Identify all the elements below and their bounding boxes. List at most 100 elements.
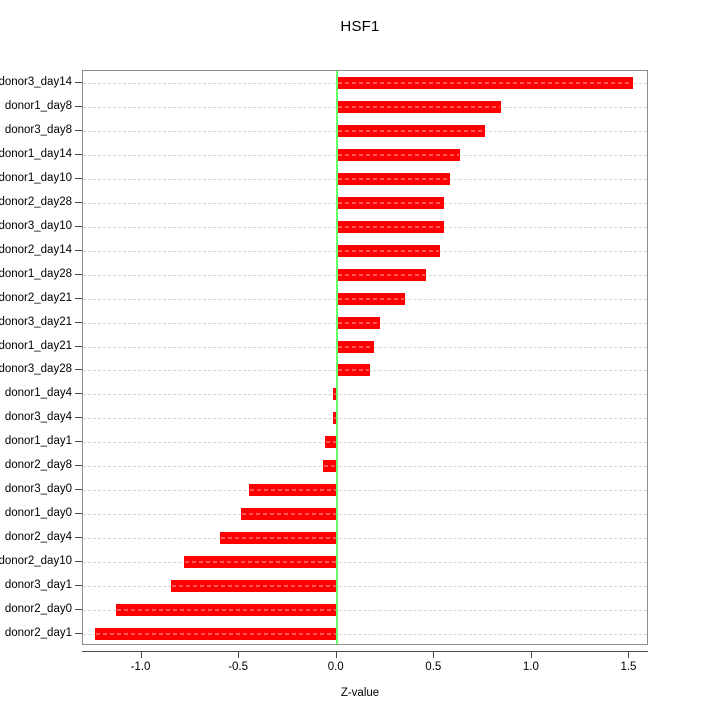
y-axis-tick-label: donor2_day8 — [4, 459, 72, 472]
x-axis-tick — [530, 651, 532, 658]
x-axis-line — [82, 651, 648, 652]
y-axis-tick — [75, 585, 82, 587]
y-axis-tick — [75, 297, 82, 299]
bar — [336, 340, 374, 353]
y-axis-tick — [75, 633, 82, 635]
bar — [336, 364, 370, 377]
x-axis-tick — [433, 651, 435, 658]
y-axis-tick — [75, 513, 82, 515]
x-axis-tick-label: 0.0 — [327, 661, 344, 673]
y-axis-tick-label: donor2_day10 — [0, 555, 72, 568]
y-axis-tick — [75, 465, 82, 467]
y-axis-tick — [75, 321, 82, 323]
bar — [170, 580, 337, 593]
y-axis-tick-label: donor3_day8 — [4, 123, 72, 136]
y-axis-tick — [75, 417, 82, 419]
y-axis-tick-label: donor2_day0 — [4, 603, 72, 616]
x-axis-title: Z-value — [340, 687, 380, 699]
y-axis-labels: donor3_day14 donor1_day8 donor3_day8 donor1… — [0, 0, 72, 720]
y-axis-tick-label: donor2_day28 — [0, 195, 72, 208]
x-axis-tick-label: -1.0 — [130, 661, 151, 673]
y-axis-tick-label: donor2_day1 — [4, 627, 72, 640]
y-axis-tick-label: donor1_day21 — [0, 339, 72, 352]
y-axis-tick — [75, 225, 82, 227]
x-axis-tick-label: -0.5 — [228, 661, 249, 673]
y-axis-tick-label: donor1_day8 — [4, 99, 72, 112]
x-axis-tick-label: 0.5 — [425, 661, 442, 673]
x-axis-tick — [335, 651, 337, 658]
y-axis-tick-label: donor2_day21 — [0, 291, 72, 304]
y-axis-tick — [75, 345, 82, 347]
y-axis-tick — [75, 129, 82, 131]
y-axis-tick-label: donor1_day28 — [0, 267, 72, 280]
y-axis-tick — [75, 81, 82, 83]
y-axis-tick — [75, 369, 82, 371]
gridline — [83, 418, 647, 420]
gridline — [83, 586, 647, 588]
y-axis-tick — [75, 273, 82, 275]
bar — [332, 388, 337, 401]
y-axis-tick — [75, 393, 82, 395]
y-axis-tick — [75, 609, 82, 611]
gridline — [83, 394, 647, 396]
y-axis-tick — [75, 177, 82, 179]
zero-reference-line — [335, 71, 338, 644]
chart-title: HSF1 — [340, 18, 380, 35]
gridline — [83, 634, 647, 636]
y-axis-tick-label: donor2_day14 — [0, 243, 72, 256]
bar — [336, 244, 441, 257]
y-axis-tick — [75, 201, 82, 203]
x-axis-tick-label: 1.5 — [620, 661, 637, 673]
bar — [116, 604, 337, 617]
gridline — [83, 562, 647, 564]
bar — [241, 508, 337, 521]
y-axis-tick — [75, 489, 82, 491]
bar — [248, 484, 337, 497]
y-axis-tick-label: donor3_day1 — [4, 579, 72, 592]
y-axis-tick-label: donor1_day10 — [0, 171, 72, 184]
y-axis-tick-label: donor2_day4 — [4, 531, 72, 544]
gridline — [83, 442, 647, 444]
y-axis-tick-label: donor1_day0 — [4, 507, 72, 520]
x-axis-tick — [238, 651, 240, 658]
y-axis-tick-label: donor1_day14 — [0, 147, 72, 160]
bar — [336, 268, 427, 281]
bar — [336, 148, 460, 161]
y-axis-tick-label: donor3_day28 — [0, 363, 72, 376]
y-axis-tick-label: donor3_day10 — [0, 219, 72, 232]
gridline — [83, 466, 647, 468]
y-axis-tick — [75, 537, 82, 539]
bar — [336, 220, 445, 233]
x-axis-tick-label: 1.0 — [522, 661, 539, 673]
plot-area — [82, 70, 648, 645]
y-axis-tick-label: donor3_day21 — [0, 315, 72, 328]
bar — [336, 124, 486, 137]
bar — [336, 316, 380, 329]
bar — [336, 172, 450, 185]
bar — [336, 196, 445, 209]
gridline — [83, 490, 647, 492]
bar — [325, 436, 337, 449]
bar — [184, 556, 337, 569]
bar — [336, 100, 501, 113]
bar — [336, 292, 406, 305]
gridline — [83, 514, 647, 516]
y-axis-tick-label: donor1_day4 — [4, 387, 72, 400]
y-axis-tick-label: donor3_day14 — [0, 75, 72, 88]
bar — [336, 76, 634, 89]
y-axis-tick — [75, 153, 82, 155]
y-axis-tick-label: donor1_day1 — [4, 435, 72, 448]
x-axis-tick — [628, 651, 630, 658]
bar — [94, 628, 337, 641]
bar — [323, 460, 337, 473]
y-axis-tick — [75, 249, 82, 251]
bar — [219, 532, 337, 545]
gridline — [83, 610, 647, 612]
y-axis-tick — [75, 441, 82, 443]
gridline — [83, 538, 647, 540]
x-axis-tick — [140, 651, 142, 658]
y-axis-tick — [75, 561, 82, 563]
y-axis-tick-label: donor3_day0 — [4, 483, 72, 496]
y-axis-tick-label: donor3_day4 — [4, 411, 72, 424]
